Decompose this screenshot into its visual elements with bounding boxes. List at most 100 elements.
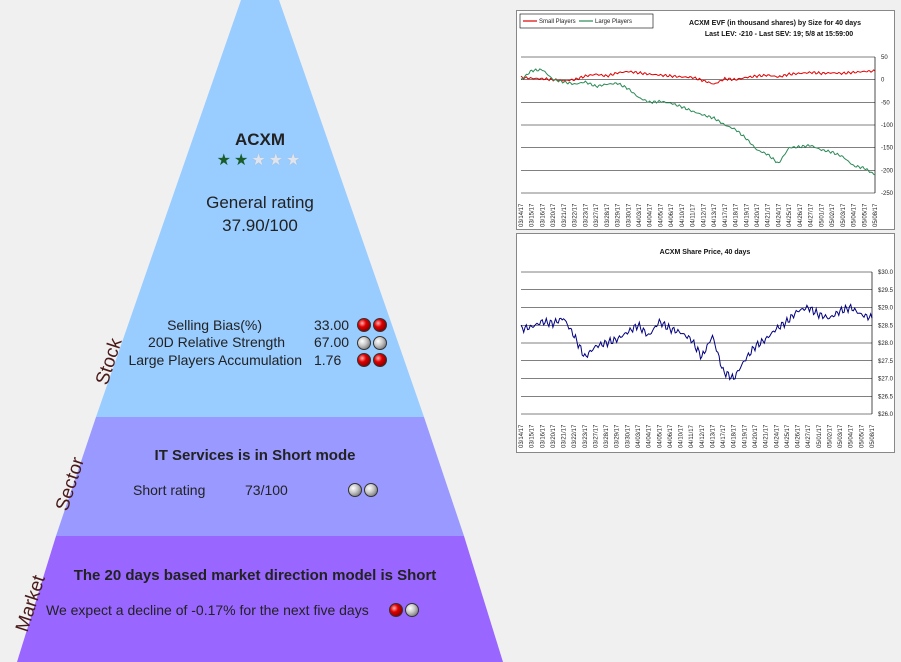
star-empty-icon: ★ <box>268 152 287 169</box>
x-tick-label: 04/04/17 <box>648 203 654 227</box>
y-tick-label: -250 <box>881 191 894 197</box>
x-tick-label: 03/22/17 <box>572 424 578 448</box>
relative-strength-label: 20D Relative Strength <box>148 334 285 350</box>
x-tick-label: 03/20/17 <box>551 424 557 448</box>
gray-light-icon <box>357 335 371 350</box>
rating-pyramid <box>17 0 503 662</box>
x-tick-label: 05/03/17 <box>838 424 844 448</box>
chart-subtitle: Last LEV: -210 - Last SEV: 19; 5/8 at 15… <box>705 31 853 38</box>
x-tick-label: 05/05/17 <box>862 203 868 227</box>
legend-label-large: Large Players <box>595 19 632 25</box>
evf-chart-panel: ACXM EVF (in thousand shares) by Size fo… <box>516 10 895 230</box>
x-tick-label: 05/04/17 <box>852 203 858 227</box>
y-tick-label: $29.0 <box>878 306 894 312</box>
x-tick-label: 03/28/17 <box>604 424 610 448</box>
x-tick-label: 04/26/17 <box>796 424 802 448</box>
x-tick-label: 05/04/17 <box>849 424 855 448</box>
x-tick-label: 03/15/17 <box>530 424 536 448</box>
red-light-icon <box>389 602 403 617</box>
x-tick-label: 04/25/17 <box>785 424 791 448</box>
x-tick-label: 04/26/17 <box>798 203 804 227</box>
y-tick-label: $30.0 <box>878 270 894 276</box>
x-tick-label: 04/21/17 <box>764 424 770 448</box>
y-tick-label: $26.5 <box>878 394 894 400</box>
y-tick-label: 50 <box>881 55 888 61</box>
x-tick-label: 03/21/17 <box>562 424 568 448</box>
series-line <box>520 303 873 381</box>
x-tick-label: 03/27/17 <box>594 203 600 227</box>
x-tick-label: 03/27/17 <box>593 424 599 448</box>
general-rating-value: 37.90/100 <box>222 216 298 235</box>
x-tick-label: 04/06/17 <box>669 203 675 227</box>
selling-bias-label: Selling Bias(%) <box>167 317 262 333</box>
x-tick-label: 03/30/17 <box>626 203 632 227</box>
y-tick-label: $27.5 <box>878 359 894 365</box>
x-tick-label: 04/17/17 <box>721 424 727 448</box>
short-rating-value: 73/100 <box>245 482 288 498</box>
x-tick-label: 04/05/17 <box>658 203 664 227</box>
relative-strength-value: 67.00 <box>314 334 350 350</box>
market-forecast-text: We expect a decline of -0.17% for the ne… <box>46 602 369 618</box>
accumulation-value: 1.76 <box>314 352 342 368</box>
y-tick-label: -200 <box>881 168 894 174</box>
x-tick-label: 04/20/17 <box>753 424 759 448</box>
series-line <box>520 68 876 176</box>
gray-light-icon <box>373 335 387 350</box>
x-tick-label: 04/24/17 <box>776 203 782 227</box>
x-tick-label: 04/11/17 <box>691 203 697 227</box>
x-tick-label: 04/10/17 <box>679 424 685 448</box>
x-tick-label: 04/04/17 <box>647 424 653 448</box>
x-tick-label: 05/08/17 <box>873 203 879 227</box>
x-tick-label: 04/13/17 <box>710 424 716 448</box>
x-tick-label: 04/10/17 <box>680 203 686 227</box>
x-tick-label: 03/28/17 <box>605 203 611 227</box>
star-empty-icon: ★ <box>251 152 269 169</box>
accumulation-label: Large Players Accumulation <box>128 352 302 368</box>
gray-light-icon <box>405 602 419 617</box>
sector-title: IT Services is in Short mode <box>154 447 356 464</box>
x-tick-label: 05/02/17 <box>830 203 836 227</box>
short-rating-label: Short rating <box>133 482 206 498</box>
x-tick-label: 03/21/17 <box>562 203 568 227</box>
red-light-icon <box>373 352 387 367</box>
market-title: The 20 days based market direction model… <box>73 567 437 584</box>
chart-title: ACXM EVF (in thousand shares) by Size fo… <box>689 20 861 27</box>
x-tick-label: 04/12/17 <box>701 203 707 227</box>
x-tick-label: 04/13/17 <box>712 203 718 227</box>
sector-indicators <box>348 481 380 499</box>
stock-ticker: ACXM <box>234 130 286 149</box>
x-tick-label: 03/30/17 <box>625 424 631 448</box>
star-empty-icon: ★ <box>286 152 304 169</box>
selling-bias-value: 33.00 <box>314 317 350 333</box>
y-tick-label: $26.0 <box>878 412 894 418</box>
x-tick-label: 03/29/17 <box>616 203 622 227</box>
x-tick-label: 04/03/17 <box>637 203 643 227</box>
x-tick-label: 03/22/17 <box>573 203 579 227</box>
red-light-icon <box>357 317 371 332</box>
x-tick-label: 04/27/17 <box>806 424 812 448</box>
y-tick-label: 0 <box>881 78 885 84</box>
y-tick-label: $28.5 <box>878 323 894 329</box>
x-tick-label: 03/16/17 <box>540 424 546 448</box>
market-indicators <box>389 601 421 619</box>
red-light-icon <box>357 352 371 367</box>
x-tick-label: 05/01/17 <box>819 203 825 227</box>
star-filled-icon: ★ <box>233 152 252 169</box>
x-tick-label: 05/01/17 <box>817 424 823 448</box>
x-tick-label: 04/18/17 <box>732 424 738 448</box>
y-tick-label: -100 <box>881 123 894 129</box>
x-tick-label: 03/15/17 <box>530 203 536 227</box>
x-tick-label: 05/02/17 <box>827 424 833 448</box>
star-rating: ★★★★★ <box>160 150 360 170</box>
x-tick-label: 03/29/17 <box>615 424 621 448</box>
legend-label-small: Small Players <box>539 19 576 25</box>
price-chart: ACXM Share Price, 40 days $30.0 $29.5 $29.0… <box>519 249 894 448</box>
x-tick-label: 04/06/17 <box>668 424 674 448</box>
stock-tier <box>96 0 424 417</box>
x-tick-label: 04/12/17 <box>700 424 706 448</box>
x-tick-label: 04/19/17 <box>742 424 748 448</box>
x-tick-label: 04/25/17 <box>787 203 793 227</box>
x-tick-label: 03/23/17 <box>583 424 589 448</box>
star-filled-icon: ★ <box>216 152 234 169</box>
x-tick-label: 04/24/17 <box>774 424 780 448</box>
